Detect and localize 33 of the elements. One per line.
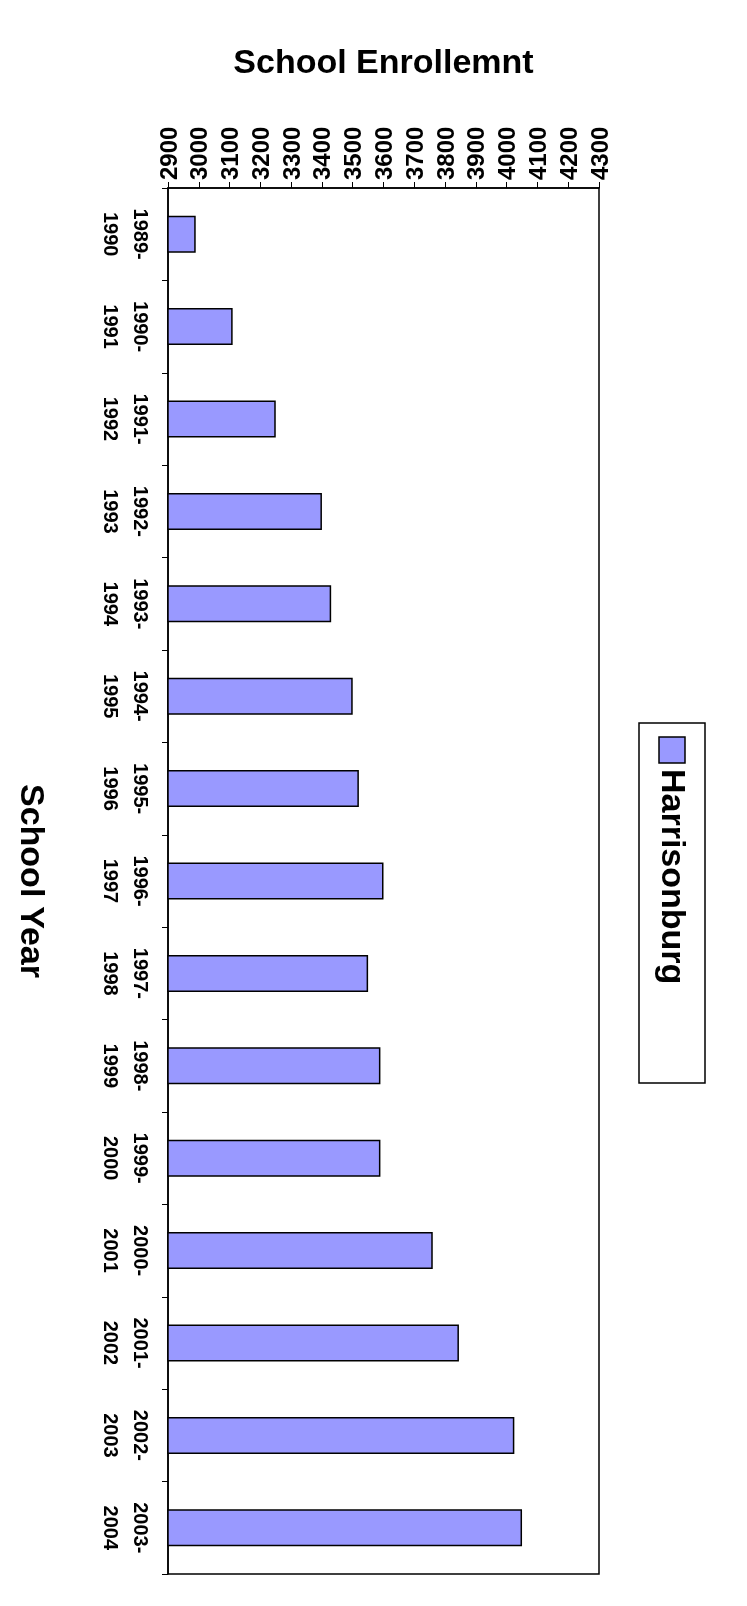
y-tick-label: 2001-2002 [100, 1317, 152, 1369]
x-tick-label: 4100 [523, 126, 551, 180]
y-tick-label: 1996-1997 [100, 855, 152, 907]
x-tick-label: 3300 [277, 126, 305, 180]
y-tick-label: 1998-1999 [100, 1040, 152, 1092]
y-tick-label: 2002-2003 [100, 1409, 152, 1461]
x-tick-label: 3200 [246, 126, 274, 180]
y-tick-label: 1999-2000 [100, 1132, 152, 1184]
x-tick-label: 4000 [493, 126, 521, 180]
x-tick-label: 3500 [339, 126, 367, 180]
x-tick-label: 3700 [400, 126, 428, 180]
x-tick-label: 3100 [216, 126, 244, 180]
x-tick-label: 3800 [431, 126, 459, 180]
y-tick-label: 1993-1994 [100, 578, 152, 630]
y-tick-label: 1991-1992 [100, 393, 152, 445]
y-tick-label: 1992-1993 [100, 485, 152, 537]
x-tick-label: 2900 [154, 126, 182, 180]
x-tick-label: 3400 [308, 126, 336, 180]
y-tick-label: 1990-1991 [100, 301, 152, 353]
y-tick-label: 2003-2004 [100, 1502, 152, 1554]
x-tick-label: 3000 [185, 126, 213, 180]
y-tick-label: 1997-1998 [100, 947, 152, 999]
x-tick-label: 3600 [370, 126, 397, 180]
x-tick-label: 3900 [462, 126, 490, 180]
y-tick-label: 1995-1996 [100, 763, 152, 815]
y-axis-title: School Year [14, 783, 52, 979]
y-tick-label: 1994-1995 [100, 670, 152, 722]
legend-label: Harrisonburg [655, 769, 693, 985]
x-axis-title: School Enrollemnt [233, 42, 534, 80]
y-tick-label: 1989-1990 [100, 208, 152, 260]
y-tick-label: 2000-2001 [100, 1225, 152, 1277]
x-tick-label: 4300 [585, 126, 613, 180]
x-tick-label: 4200 [554, 126, 582, 180]
